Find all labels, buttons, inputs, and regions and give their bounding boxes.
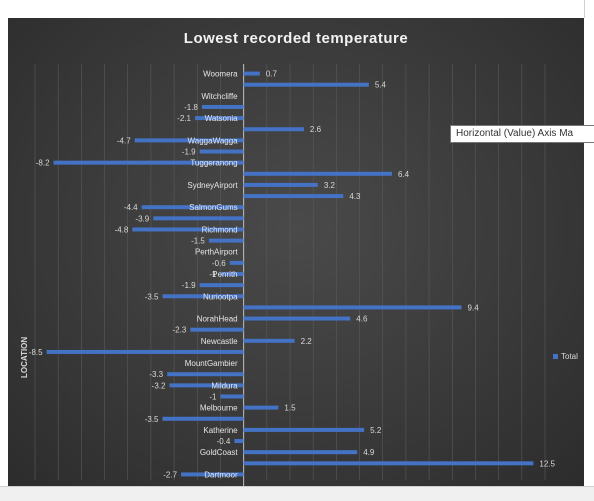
bar[interactable] <box>132 227 244 232</box>
bar[interactable] <box>167 372 244 377</box>
category-label: MountGambier <box>185 359 238 368</box>
category-label: Katherine <box>203 426 238 435</box>
data-label: -3.9 <box>135 214 149 223</box>
bar[interactable] <box>243 182 318 187</box>
bar[interactable] <box>194 116 244 121</box>
category-label: Mildura <box>211 381 238 390</box>
bar[interactable] <box>243 71 260 76</box>
data-label: -2.3 <box>173 326 187 335</box>
category-label: Melbourne <box>200 404 238 413</box>
data-label: 2.2 <box>301 337 313 346</box>
bar[interactable] <box>243 316 351 321</box>
bar[interactable] <box>153 216 244 221</box>
bar[interactable] <box>220 272 244 276</box>
data-label: -1 <box>209 270 217 279</box>
category-label: Nuriootpa <box>203 292 238 301</box>
axis-tooltip: Horizontal (Value) Axis Ma <box>450 125 594 143</box>
bar[interactable] <box>229 260 244 265</box>
bar[interactable] <box>190 327 244 332</box>
data-label: -4.8 <box>115 225 129 234</box>
data-label: -3.3 <box>149 370 163 379</box>
bar[interactable] <box>46 349 244 354</box>
bar[interactable] <box>243 427 365 432</box>
plot-area[interactable]: 0.7 Woomera 5.4 Witchcliffe-1.8 -2.1 Watsonia… <box>8 18 584 486</box>
data-label: -3.5 <box>145 292 159 301</box>
data-label: -0.4 <box>217 437 231 446</box>
data-label: 6.4 <box>398 170 410 179</box>
data-label: 12.5 <box>539 459 555 468</box>
legend-swatch <box>553 354 558 359</box>
bar[interactable] <box>243 405 279 410</box>
bar[interactable] <box>243 194 344 199</box>
data-label: -4.7 <box>117 136 131 145</box>
bar[interactable] <box>243 305 462 310</box>
category-label: GoldCoast <box>200 448 239 457</box>
bar[interactable] <box>243 171 392 176</box>
bar[interactable] <box>162 416 244 421</box>
scroll-edge <box>584 0 594 18</box>
chart-area[interactable]: Lowest recorded temperature LOCATION 0.7… <box>8 18 584 486</box>
bar[interactable] <box>53 160 244 165</box>
bottom-scrollbar[interactable] <box>0 486 594 501</box>
legend[interactable]: Total <box>553 352 578 361</box>
data-label: -1.5 <box>191 237 205 246</box>
bar[interactable] <box>199 283 244 288</box>
category-label: Newcastle <box>201 337 238 346</box>
data-label: 0.7 <box>266 70 278 79</box>
legend-label: Total <box>561 352 578 361</box>
category-label: Penrith <box>212 270 237 279</box>
data-label: 5.2 <box>370 426 382 435</box>
bar[interactable] <box>181 472 244 477</box>
category-label: Tuggeranong <box>190 159 237 168</box>
category-label: WaggaWagga <box>188 136 239 145</box>
bar[interactable] <box>162 294 244 299</box>
data-label: -1.8 <box>184 103 198 112</box>
bar[interactable] <box>243 450 358 455</box>
data-label: -0.6 <box>212 259 226 268</box>
category-label: Richmond <box>202 225 238 234</box>
data-label: -2.1 <box>177 114 191 123</box>
data-label: 4.6 <box>356 315 368 324</box>
bar[interactable] <box>141 205 244 210</box>
category-label: Dartmoor <box>204 470 238 479</box>
bar[interactable] <box>134 138 244 143</box>
bar[interactable] <box>243 82 369 87</box>
category-label: SydneyAirport <box>187 181 238 190</box>
window-top-strip <box>0 0 594 18</box>
category-label: NorahHead <box>197 315 238 324</box>
category-label: Woomera <box>203 70 238 79</box>
data-label: -4.4 <box>124 203 138 212</box>
data-label: 1.5 <box>284 404 296 413</box>
data-label: 3.2 <box>324 181 336 190</box>
bar[interactable] <box>243 338 295 343</box>
bar[interactable] <box>201 104 244 109</box>
data-label: -3.2 <box>152 381 166 390</box>
data-label: 9.4 <box>468 303 480 312</box>
data-label: -1.9 <box>182 148 196 157</box>
data-label: -8.2 <box>36 159 50 168</box>
category-label: Witchcliffe <box>201 92 238 101</box>
data-label: 4.3 <box>349 192 361 201</box>
bar[interactable] <box>208 238 244 243</box>
data-label: 5.4 <box>375 81 387 90</box>
bar[interactable] <box>199 149 244 154</box>
data-label: -8.5 <box>29 348 43 357</box>
data-label: -2.7 <box>163 470 177 479</box>
bar[interactable] <box>169 383 244 388</box>
bar[interactable] <box>243 127 304 132</box>
data-label: -1.9 <box>182 281 196 290</box>
bar[interactable] <box>220 394 244 399</box>
data-label: 4.9 <box>363 448 375 457</box>
category-label: Watsonia <box>205 114 239 123</box>
bar[interactable] <box>243 461 534 466</box>
chart-title[interactable]: Lowest recorded temperature <box>183 30 409 47</box>
category-label: SalmonGums <box>189 203 237 212</box>
data-label: -3.5 <box>145 415 159 424</box>
category-label: PerthAirport <box>195 248 238 257</box>
data-label: -1 <box>209 392 217 401</box>
data-label: 2.6 <box>310 125 322 134</box>
bar[interactable] <box>234 439 244 444</box>
